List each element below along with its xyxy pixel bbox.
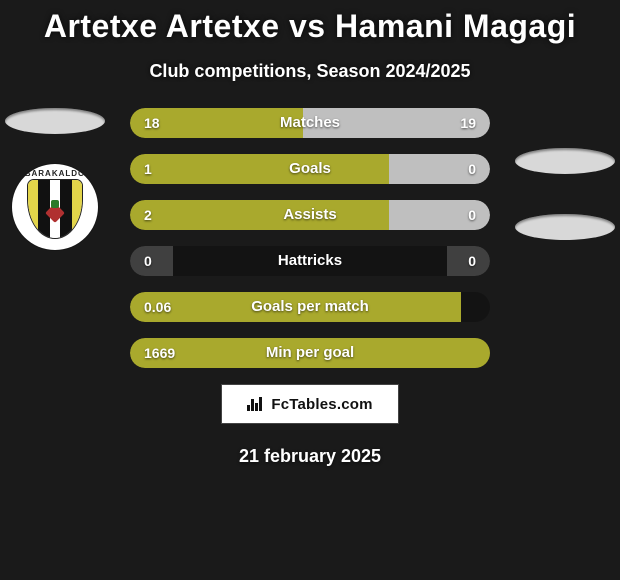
stat-label: Hattricks: [130, 246, 490, 276]
snapshot-date: 21 february 2025: [0, 446, 620, 467]
player-b-avatar-placeholder-1: [515, 148, 615, 174]
stat-bars: 1819Matches 10Goals 20Assists 00Hattricks 0.…: [130, 108, 490, 368]
stat-label: Goals: [130, 154, 490, 184]
footer-brand-text: FcTables.com: [271, 396, 372, 413]
stat-row: 20Assists: [130, 200, 490, 230]
stat-row: 1819Matches: [130, 108, 490, 138]
stat-row: 0.06Goals per match: [130, 292, 490, 322]
stat-row: 1669Min per goal: [130, 338, 490, 368]
stat-label: Min per goal: [130, 338, 490, 368]
bars-icon: [247, 397, 265, 411]
season-subtitle: Club competitions, Season 2024/2025: [0, 61, 620, 82]
player-b-avatar-placeholder-2: [515, 214, 615, 240]
player-a-column: BARAKALDO: [0, 108, 110, 250]
player-a-avatar-placeholder: [5, 108, 105, 134]
club-badge-label: BARAKALDO: [12, 169, 98, 178]
stat-row: 00Hattricks: [130, 246, 490, 276]
shield-icon: [28, 180, 82, 238]
fctables-badge[interactable]: FcTables.com: [221, 384, 399, 424]
comparison-title: Artetxe Artetxe vs Hamani Magagi: [0, 0, 620, 45]
comparison-arena: BARAKALDO 1819Matches10Goals20Assist: [0, 108, 620, 368]
stat-label: Goals per match: [130, 292, 490, 322]
stat-label: Assists: [130, 200, 490, 230]
player-b-column: [510, 108, 620, 240]
stat-row: 10Goals: [130, 154, 490, 184]
stat-label: Matches: [130, 108, 490, 138]
player-a-club-badge: BARAKALDO: [12, 164, 98, 250]
